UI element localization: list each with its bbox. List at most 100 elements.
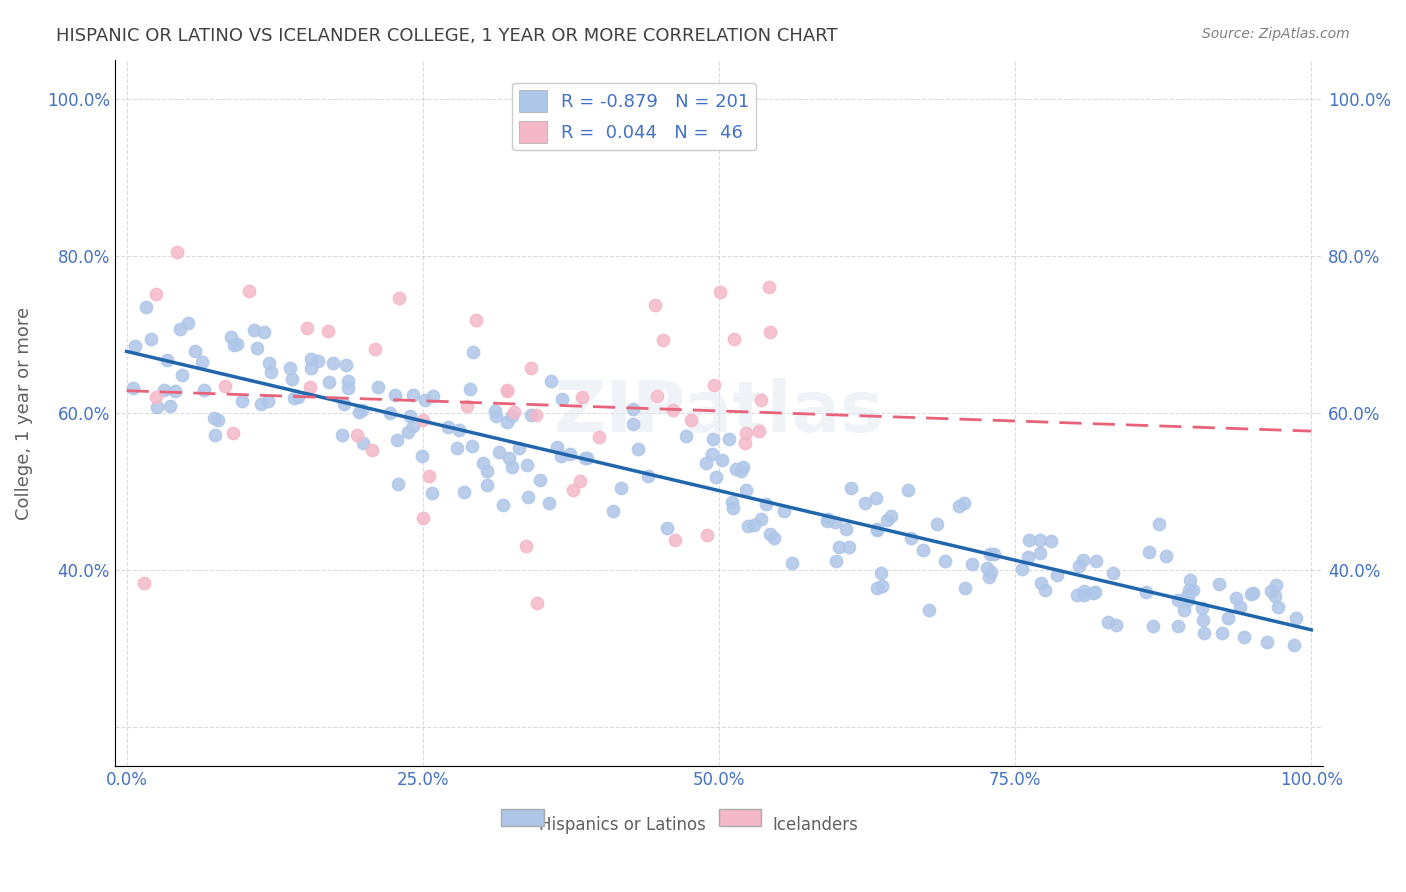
Point	[418, 469, 440, 483]
Point	[412, 511, 434, 525]
Point	[214, 379, 236, 393]
Text: HISPANIC OR LATINO VS ICELANDER COLLEGE, 1 YEAR OR MORE CORRELATION CHART: HISPANIC OR LATINO VS ICELANDER COLLEGE,…	[56, 27, 838, 45]
Point	[664, 533, 686, 547]
Point	[519, 361, 541, 376]
Point	[1081, 585, 1104, 599]
Point	[918, 603, 941, 617]
Point	[519, 409, 541, 423]
Point	[1084, 585, 1107, 599]
Point	[299, 352, 322, 367]
Point	[456, 400, 478, 414]
Point	[169, 321, 191, 335]
Point	[122, 380, 145, 394]
Point	[132, 576, 155, 591]
Point	[472, 456, 495, 470]
Point	[1233, 630, 1256, 644]
Point	[475, 477, 498, 491]
Point	[737, 519, 759, 533]
Point	[458, 382, 481, 396]
Point	[1029, 533, 1052, 548]
Point	[1182, 582, 1205, 597]
Point	[546, 440, 568, 454]
Point	[496, 384, 519, 399]
Point	[911, 543, 934, 558]
Point	[246, 341, 269, 355]
Point	[709, 285, 731, 299]
Point	[876, 512, 898, 526]
Point	[367, 380, 389, 394]
Point	[720, 495, 742, 509]
Point	[551, 392, 574, 406]
Point	[1071, 552, 1094, 566]
Point	[336, 374, 359, 388]
Point	[484, 403, 506, 417]
Point	[495, 415, 517, 429]
Point	[734, 483, 756, 497]
Point	[501, 409, 523, 424]
Point	[934, 554, 956, 568]
Text: Source: ZipAtlas.com: Source: ZipAtlas.com	[1202, 27, 1350, 41]
Point	[176, 317, 198, 331]
Point	[1267, 599, 1289, 614]
Point	[561, 483, 583, 497]
Point	[156, 353, 179, 368]
Point	[335, 359, 357, 373]
Point	[679, 413, 702, 427]
Point	[1137, 545, 1160, 559]
Point	[1285, 611, 1308, 625]
Point	[1178, 583, 1201, 598]
Point	[574, 450, 596, 465]
Point	[1191, 614, 1213, 628]
Point	[1229, 599, 1251, 614]
Point	[927, 516, 949, 531]
Point	[260, 365, 283, 379]
Point	[1260, 583, 1282, 598]
Text: Hispanics or Latinos: Hispanics or Latinos	[538, 816, 706, 834]
Point	[330, 428, 353, 442]
Point	[1256, 635, 1278, 649]
Point	[502, 404, 524, 418]
Point	[496, 383, 519, 397]
Point	[1073, 583, 1095, 598]
Point	[402, 419, 425, 434]
Point	[485, 409, 508, 424]
Point	[723, 332, 745, 346]
Legend: R = -0.879   N = 201, R =  0.044   N =  46: R = -0.879 N = 201, R = 0.044 N = 46	[512, 83, 756, 150]
Point	[1264, 589, 1286, 603]
Point	[1154, 549, 1177, 564]
Point	[983, 547, 1005, 561]
Point	[477, 464, 499, 478]
Point	[865, 491, 887, 506]
Point	[1105, 618, 1128, 632]
Point	[751, 392, 773, 407]
Point	[644, 298, 666, 312]
Point	[193, 383, 215, 397]
Point	[702, 432, 724, 446]
Text: ZIPatlas: ZIPatlas	[554, 378, 884, 448]
Point	[550, 449, 572, 463]
Point	[979, 547, 1001, 561]
Point	[1097, 615, 1119, 629]
Point	[870, 579, 893, 593]
Point	[1177, 593, 1199, 607]
Point	[1178, 574, 1201, 588]
Point	[758, 527, 780, 541]
Point	[571, 390, 593, 404]
Point	[1191, 601, 1213, 615]
Point	[865, 522, 887, 536]
Point	[758, 280, 780, 294]
Point	[281, 372, 304, 386]
Point	[540, 375, 562, 389]
Point	[253, 325, 276, 339]
Point	[1166, 592, 1188, 607]
Point	[853, 496, 876, 510]
Point	[385, 433, 408, 447]
Point	[675, 428, 697, 442]
Point	[1011, 562, 1033, 576]
Point	[1167, 619, 1189, 633]
Point	[838, 540, 860, 554]
Point	[446, 442, 468, 456]
Point	[191, 354, 214, 368]
Point	[1147, 516, 1170, 531]
Point	[1135, 585, 1157, 599]
